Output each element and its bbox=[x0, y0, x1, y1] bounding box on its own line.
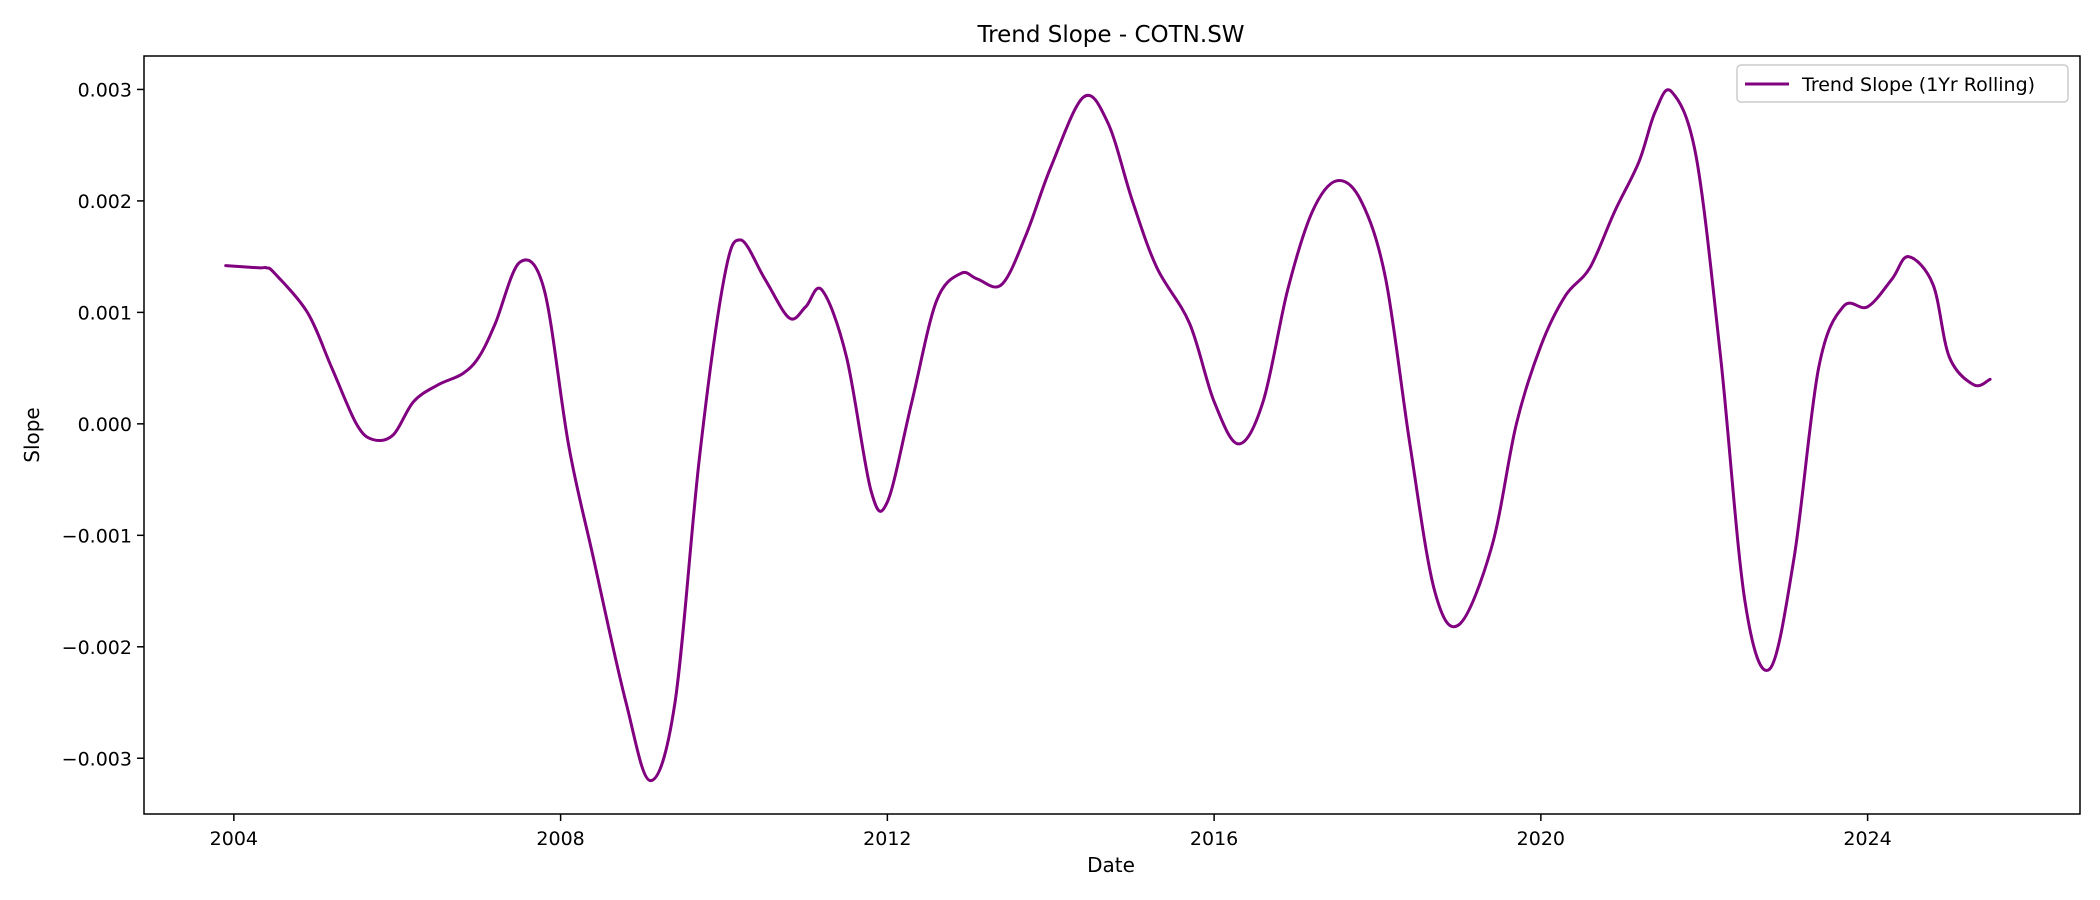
x-axis-label: Date bbox=[1087, 853, 1135, 877]
x-tick-label: 2004 bbox=[210, 828, 258, 850]
plot-area-frame bbox=[143, 55, 2081, 815]
x-axis-ticks: 2004 2008 2012 2016 2020 2024 bbox=[210, 814, 1892, 850]
y-axis-label: Slope bbox=[20, 407, 44, 463]
x-tick-label: 2012 bbox=[863, 828, 911, 850]
y-tick-label: 0.002 bbox=[78, 191, 132, 213]
y-tick-label: −0.002 bbox=[62, 637, 132, 659]
legend-box bbox=[1736, 64, 2069, 103]
y-tick-label: 0.003 bbox=[78, 79, 132, 101]
chart-title: Trend Slope - COTN.SW bbox=[976, 22, 1244, 48]
legend-entry-label: Trend Slope (1Yr Rolling) bbox=[1801, 74, 2035, 96]
y-tick-label: −0.001 bbox=[62, 525, 132, 547]
x-tick-label: 2008 bbox=[536, 828, 584, 850]
y-axis-ticks: 0.003 0.002 0.001 0.000 −0.001 −0.002 −0.003 bbox=[62, 79, 144, 770]
y-tick-label: 0.001 bbox=[78, 302, 132, 324]
trend-slope-series-line bbox=[224, 88, 1992, 783]
legend: Trend Slope (1Yr Rolling) bbox=[1736, 64, 2069, 103]
x-tick-label: 2020 bbox=[1517, 828, 1565, 850]
x-tick-label: 2024 bbox=[1843, 828, 1891, 850]
y-tick-label: 0.000 bbox=[78, 414, 132, 436]
y-tick-label: −0.003 bbox=[62, 748, 132, 770]
x-tick-label: 2016 bbox=[1190, 828, 1238, 850]
